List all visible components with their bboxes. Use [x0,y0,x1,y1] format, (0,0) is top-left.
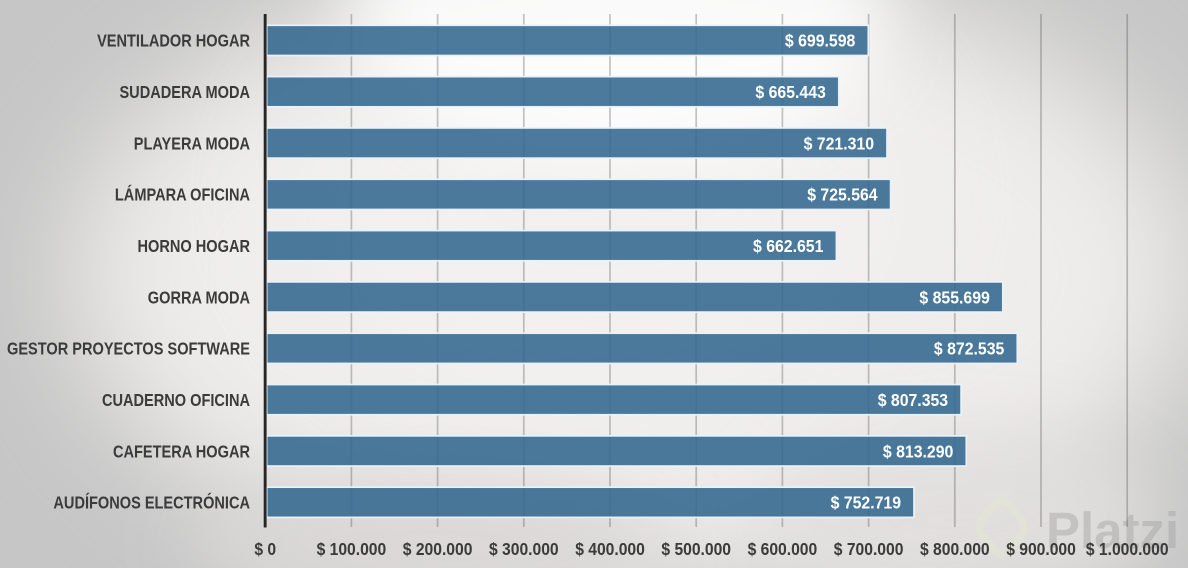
svg-text:AUDÍFONOS ELECTRÓNICA: AUDÍFONOS ELECTRÓNICA [53,492,250,513]
svg-text:$ 1.000.000: $ 1.000.000 [1086,539,1169,559]
svg-text:$ 752.719: $ 752.719 [831,493,901,513]
svg-text:$ 300.000: $ 300.000 [489,539,559,559]
svg-text:$ 400.000: $ 400.000 [575,539,645,559]
svg-text:$ 500.000: $ 500.000 [661,539,731,559]
svg-text:GESTOR PROYECTOS SOFTWARE: GESTOR PROYECTOS SOFTWARE [7,339,250,359]
svg-text:$ 700.000: $ 700.000 [834,539,904,559]
svg-text:$ 100.000: $ 100.000 [317,539,387,559]
svg-text:$ 855.699: $ 855.699 [919,287,989,307]
svg-text:$ 665.443: $ 665.443 [755,82,825,102]
svg-text:GORRA MODA: GORRA MODA [148,288,250,308]
svg-text:CAFETERA HOGAR: CAFETERA HOGAR [113,442,250,462]
svg-text:$ 721.310: $ 721.310 [804,133,874,153]
svg-text:$ 662.651: $ 662.651 [753,236,823,256]
svg-text:$ 807.353: $ 807.353 [878,390,948,410]
svg-text:$ 0: $ 0 [254,539,276,559]
svg-text:VENTILADOR HOGAR: VENTILADOR HOGAR [97,31,250,51]
svg-text:$ 699.598: $ 699.598 [785,31,855,51]
svg-text:$ 600.000: $ 600.000 [748,539,818,559]
svg-text:$ 725.564: $ 725.564 [807,185,878,205]
svg-text:PLAYERA MODA: PLAYERA MODA [134,134,250,154]
svg-text:CUADERNO OFICINA: CUADERNO OFICINA [102,391,250,411]
svg-text:$ 813.290: $ 813.290 [883,441,953,461]
svg-text:$ 872.535: $ 872.535 [934,339,1004,359]
svg-text:HORNO HOGAR: HORNO HOGAR [138,237,251,257]
svg-text:LÁMPARA OFICINA: LÁMPARA OFICINA [115,184,250,205]
svg-text:$ 900.000: $ 900.000 [1006,539,1076,559]
svg-text:SUDADERA MODA: SUDADERA MODA [119,83,250,103]
svg-text:$ 800.000: $ 800.000 [920,539,990,559]
svg-text:Platzi: Platzi [1046,502,1179,559]
svg-text:$ 200.000: $ 200.000 [403,539,473,559]
